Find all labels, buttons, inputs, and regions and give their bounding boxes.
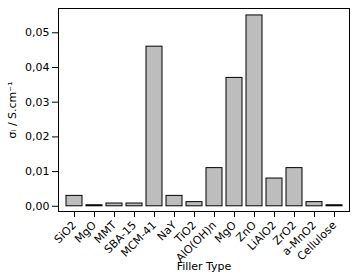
- svg-text:MgO: MgO: [212, 218, 240, 246]
- svg-text:Cellulose: Cellulose: [295, 219, 340, 264]
- svg-text:0,00: 0,00: [25, 200, 50, 213]
- svg-text:ZnO: ZnO: [233, 218, 260, 245]
- svg-text:SBA-15: SBA-15: [101, 218, 140, 257]
- svg-text:0,03: 0,03: [25, 96, 50, 109]
- svg-text:TiO2: TiO2: [172, 218, 200, 246]
- svg-text:MgO: MgO: [72, 218, 100, 246]
- svg-text:σᵢ / S.cm⁻¹: σᵢ / S.cm⁻¹: [6, 81, 19, 138]
- svg-text:a-MnO2: a-MnO2: [279, 218, 320, 259]
- svg-text:AlO(OH)n: AlO(OH)n: [173, 219, 219, 265]
- svg-text:0,01: 0,01: [25, 165, 50, 178]
- svg-text:ZrO2: ZrO2: [270, 218, 300, 248]
- svg-text:MMT: MMT: [91, 218, 120, 247]
- svg-text:LiAlO2: LiAlO2: [244, 218, 280, 253]
- svg-text:0,02: 0,02: [25, 130, 50, 143]
- svg-text:SiO2: SiO2: [51, 218, 80, 247]
- svg-text:0,04: 0,04: [25, 61, 50, 74]
- svg-text:MCM-41: MCM-41: [118, 219, 159, 260]
- svg-text:Filler Type: Filler Type: [177, 260, 232, 273]
- svg-text:NaY: NaY: [154, 218, 180, 244]
- svg-text:0,05: 0,05: [25, 26, 50, 39]
